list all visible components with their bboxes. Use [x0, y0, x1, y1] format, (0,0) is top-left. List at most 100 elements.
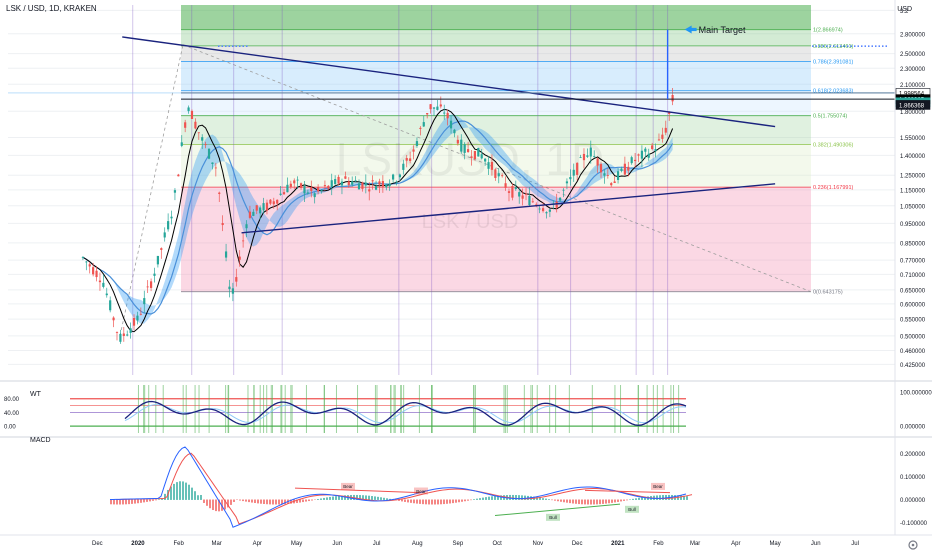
candle-body: [603, 173, 606, 176]
time-tick-label: Nov: [532, 541, 543, 547]
candle-body: [586, 155, 589, 157]
macd-histogram-bar: [203, 499, 205, 503]
candle-body: [303, 186, 306, 194]
macd-histogram-bar: [197, 495, 199, 500]
macd-histogram-bar: [680, 495, 682, 500]
macd-histogram-bar: [449, 499, 451, 504]
candle-body: [654, 149, 657, 152]
candle-body: [623, 163, 626, 175]
macd-histogram-bar: [194, 491, 196, 500]
candle-body: [630, 157, 633, 164]
fib-zone: [181, 5, 811, 30]
time-tick-label: May: [769, 541, 780, 547]
macd-histogram-bar: [311, 499, 313, 501]
candle-body: [143, 298, 146, 305]
candle-body: [272, 201, 275, 205]
candle-body: [528, 195, 531, 206]
macd-histogram-bar: [278, 499, 280, 505]
macd-signal-line: [115, 452, 693, 525]
candle-body: [562, 189, 565, 191]
divergence-tag: [341, 482, 355, 490]
candle-body: [109, 300, 112, 311]
macd-histogram-bar: [683, 495, 685, 500]
macd-histogram-bar: [116, 499, 118, 505]
macd-histogram-bar: [227, 499, 229, 508]
macd-histogram-bar: [317, 499, 319, 500]
candle-body: [269, 199, 272, 204]
settings-icon[interactable]: [908, 540, 918, 550]
macd-histogram-bar: [407, 499, 409, 503]
target-arrow-head: [684, 25, 692, 34]
macd-histogram-bar: [233, 499, 235, 502]
macd-histogram-bar: [569, 499, 571, 504]
price-tick-label: 1.550000: [900, 136, 926, 142]
macd-histogram-bar: [440, 499, 442, 505]
candle-body: [340, 181, 344, 186]
macd-histogram-bar: [389, 498, 391, 500]
macd-histogram-bar: [260, 499, 262, 504]
candle-body: [115, 332, 119, 333]
candle-body: [282, 192, 286, 195]
macd-histogram-bar: [338, 495, 340, 500]
candle-body: [531, 201, 534, 203]
macd-histogram-bar: [512, 494, 514, 500]
currency-label: USD: [897, 6, 912, 13]
candle-body: [541, 208, 545, 212]
price-tick-label: 0.650000: [900, 288, 926, 294]
time-tick-label: Dec: [92, 541, 103, 547]
macd-histogram-bar: [560, 499, 562, 502]
time-axis[interactable]: Dec 2020 Feb Mar Apr May Jun Jul Aug Sep Oct Nov Dec…: [0, 534, 932, 547]
candle-body: [385, 184, 388, 188]
candle-body: [582, 153, 586, 161]
candle-body: [262, 203, 265, 211]
candle-body: [466, 149, 470, 153]
candle-body: [153, 273, 156, 276]
candle-body: [313, 193, 316, 198]
macd-histogram-bar: [425, 499, 427, 505]
macd-histogram-bar: [542, 498, 544, 500]
macd-histogram-bar: [308, 499, 310, 502]
macd-histogram-bar: [365, 495, 367, 500]
candle-body: [470, 156, 473, 158]
candle-body: [139, 313, 142, 315]
macd-histogram-bar: [185, 482, 187, 500]
macd-histogram-bar: [413, 499, 415, 504]
fibonacci-zones: [181, 5, 811, 292]
macd-histogram-bar: [524, 495, 526, 500]
macd-histogram-bar: [488, 496, 490, 500]
candle-body: [637, 154, 640, 156]
price-axis[interactable]: 3.2 2.800000 2.500000 2.300000 2.100000 1.800…: [894, 0, 931, 535]
candle-body: [242, 240, 245, 242]
candle-body: [197, 132, 200, 134]
candle-body: [436, 106, 439, 110]
fib-label: 0.236(1.167991): [813, 185, 854, 191]
candle-body: [613, 181, 616, 184]
bear-divergence-line: [584, 489, 671, 494]
time-tick-label: Apr: [731, 541, 740, 547]
macd-histogram-bar: [536, 497, 538, 500]
candle-body: [177, 174, 180, 177]
candle-body: [627, 166, 630, 171]
wt-right-tick: 0.000000: [900, 425, 926, 431]
candle-body: [221, 223, 224, 226]
price-tick-label: 1.050000: [900, 204, 926, 210]
macd-histogram-bar: [605, 499, 607, 504]
time-tick-label: Dec: [572, 541, 583, 547]
macd-histogram-bar: [191, 487, 193, 500]
candle-body: [306, 192, 309, 194]
macd-histogram-bar: [404, 499, 406, 502]
macd-histogram-bar: [362, 495, 364, 500]
candle-body: [245, 224, 248, 229]
macd-histogram-bar: [302, 499, 304, 503]
candle-body: [548, 209, 551, 212]
macd-histogram-bar: [176, 482, 178, 500]
macd-histogram-bar: [143, 499, 145, 503]
candle-body: [484, 158, 487, 162]
macd-histogram-bar: [212, 499, 214, 511]
candle-body: [419, 127, 422, 129]
macd-histogram-bar: [305, 499, 307, 502]
time-tick-label: Feb: [173, 541, 184, 547]
candle-body: [330, 180, 333, 187]
fib-zone: [181, 115, 811, 145]
